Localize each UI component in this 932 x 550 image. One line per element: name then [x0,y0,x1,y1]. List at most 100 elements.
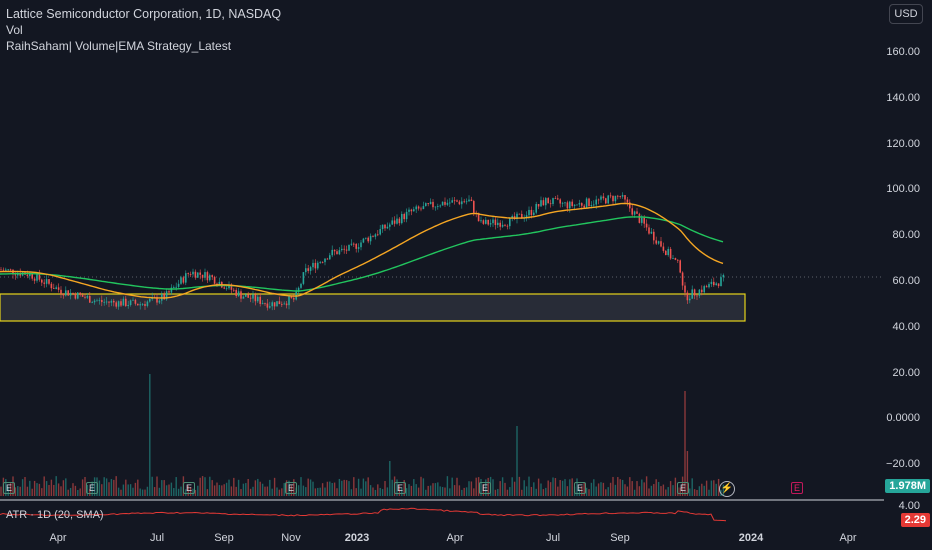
candle-body [521,213,523,219]
volume-bar [427,485,429,496]
earnings-marker[interactable]: E [285,482,297,494]
candle-body [487,219,489,225]
earnings-marker[interactable]: E [86,482,98,494]
volume-bar [477,477,480,496]
candle-body [7,269,9,271]
volume-bar [585,487,588,496]
volume-bar [194,489,197,496]
volume-bar [45,481,48,496]
earnings-marker[interactable]: E [574,482,586,494]
earnings-marker[interactable]: E [479,482,491,494]
price-tick: 0.0000 [886,412,920,424]
volume-bar [614,484,617,496]
candle-body [686,292,689,301]
volume-bar [581,486,583,496]
volume-bar [653,484,655,496]
candle-body [209,275,211,281]
candle-body [377,234,379,236]
candle-body [559,199,561,204]
price-chart[interactable] [0,0,884,528]
candle-body [57,287,60,290]
candle-body [91,302,93,304]
currency-button[interactable]: USD [889,4,923,24]
candle-body [410,209,413,212]
volume-bar [137,479,139,496]
candle-body [115,302,117,307]
price-axis[interactable]: 160.00 140.00 120.00 100.00 80.00 60.00 … [884,0,932,527]
volume-bar [453,485,456,496]
volume-bar [552,477,554,496]
strategy-label[interactable]: RaihSaham| Volume|EMA Strategy_Latest [6,39,232,53]
earnings-marker[interactable]: E [3,482,15,494]
candle-body [468,199,470,202]
candle-body [386,226,389,229]
volume-bar [643,482,645,496]
volume-bar [297,485,300,496]
support-zone[interactable] [0,293,746,322]
earnings-marker-upcoming[interactable]: E [791,482,803,494]
volume-bar [257,478,259,496]
candle-body [674,258,677,260]
volume-bar [605,489,607,496]
candle-body [369,235,372,242]
symbol-title[interactable]: Lattice Semiconductor Corporation, 1D, N… [6,7,282,21]
candle-body [125,298,127,306]
volume-bar [631,481,633,496]
candle-body [360,242,362,248]
candle-body [345,249,348,251]
candle-body [473,201,475,213]
volume-bar [156,476,158,496]
volume-bar [281,488,283,496]
candle-body [204,272,206,278]
atr-legend[interactable]: ATR · 1D (20, SMA) [6,509,104,521]
candle-body [470,199,473,202]
earnings-marker[interactable]: E [394,482,406,494]
volume-bar [715,483,717,496]
time-axis[interactable]: Apr Jul Sep Nov 2023 Apr Jul Sep 2024 Ap… [0,528,884,550]
volume-bar [698,486,701,496]
volume-bar [669,481,672,496]
candle-body [77,292,79,299]
volume-bar [285,480,288,496]
volume-bar [259,481,261,496]
candle-body [319,261,321,263]
candle-body [165,291,168,300]
candle-body [506,225,509,227]
candle-body [350,243,353,245]
dividend-bolt-icon[interactable]: ⚡ [719,481,735,497]
volume-bar [221,485,223,496]
price-tick: −20.00 [886,458,920,470]
volume-bar [362,478,365,496]
earnings-marker[interactable]: E [183,482,195,494]
candle-body [549,203,552,205]
volume-bar [516,426,518,496]
volume-bar [161,480,163,496]
volume-bar [429,485,432,496]
volume-bar [492,479,494,496]
candle-body [139,304,141,306]
candle-body [201,274,204,278]
volume-bar [660,486,662,496]
volume-bar [218,485,221,496]
volume-bar [72,483,74,496]
volume-bar [444,487,446,496]
candle-body [643,217,645,224]
candle-body [98,299,101,301]
volume-bar [482,484,485,496]
earnings-marker[interactable]: E [677,482,689,494]
candle-body [269,306,271,308]
candle-body [326,258,329,260]
volume-bar [122,484,125,496]
volume-indicator-label[interactable]: Vol [6,23,23,37]
volume-bar [398,485,401,496]
candle-body [417,206,420,209]
volume-bar [665,489,667,496]
volume-bar [266,486,269,496]
candle-body [146,301,149,306]
candle-body [357,247,360,249]
candle-body [537,203,540,207]
candle-body [432,201,434,208]
volume-bar [576,478,578,496]
volume-bar [525,486,528,496]
volume-bar [540,483,542,496]
